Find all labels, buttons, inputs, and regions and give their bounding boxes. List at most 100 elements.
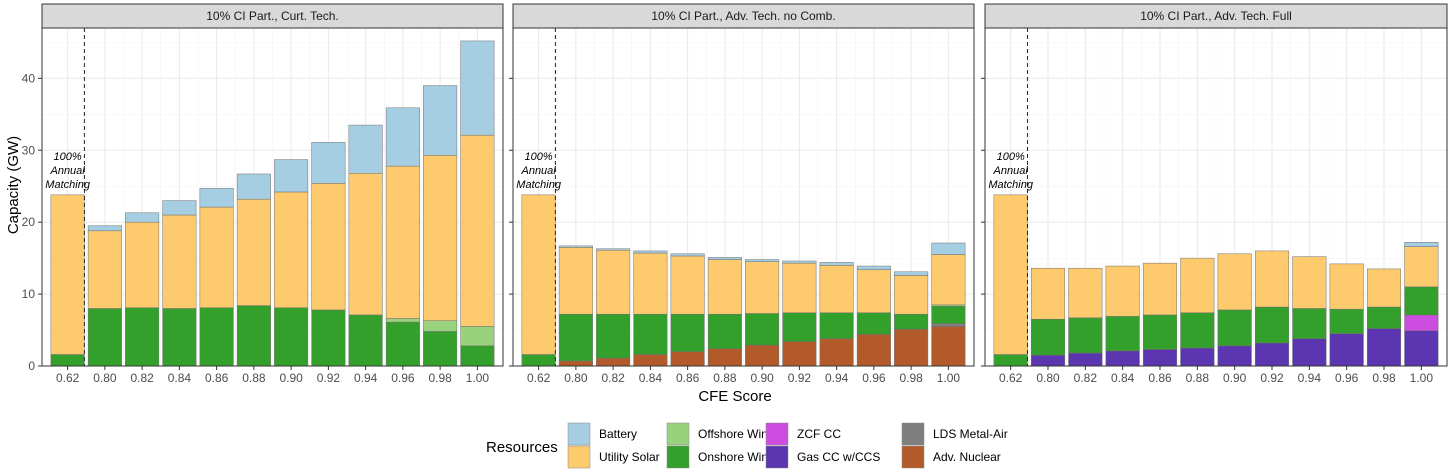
x-tick-label: 0.86 xyxy=(205,371,229,385)
bar-segment-adv-nuclear xyxy=(782,341,817,367)
bar-segment-onshore-wind xyxy=(125,307,160,367)
bar-segment-utility-solar xyxy=(521,194,556,355)
bar-segment-adv-nuclear xyxy=(745,344,780,367)
bar-segment-battery xyxy=(423,85,458,156)
bar-segment-onshore-wind xyxy=(1217,309,1252,347)
x-tick-label: 0.96 xyxy=(391,371,415,385)
x-tick-label: 0.62 xyxy=(999,371,1023,385)
bar-segment-utility-solar xyxy=(931,254,966,306)
facet-panel-3: 10% CI Part., Adv. Tech. Full 100% Annual M… xyxy=(981,3,1448,385)
legend-key xyxy=(765,422,789,446)
bar-segment-battery xyxy=(162,200,197,216)
x-tick-label: 0.90 xyxy=(750,371,774,385)
bar-segment-onshore-wind xyxy=(782,312,817,342)
bar-segment-offshore-wind xyxy=(423,320,458,332)
legend-key xyxy=(567,422,591,446)
legend-key xyxy=(901,422,925,446)
bar-segment-utility-solar xyxy=(236,198,271,306)
bar-segment-onshore-wind xyxy=(1329,308,1364,334)
bar-segment-battery xyxy=(125,212,160,223)
legend-key xyxy=(567,445,591,469)
bar-segment-gas-cc-w-ccs xyxy=(1217,345,1252,367)
bar-segment-onshore-wind xyxy=(460,345,495,367)
legend-label: Utility Solar xyxy=(599,450,660,464)
annotation-label: Matching xyxy=(45,179,91,191)
bar-segment-utility-solar xyxy=(558,247,593,315)
bar-segment-utility-solar xyxy=(1030,267,1066,320)
bar-segment-utility-solar xyxy=(894,275,929,315)
legend-label: Gas CC w/CCS xyxy=(797,450,880,464)
legend-title: Resources xyxy=(486,439,558,456)
y-tick-label: 10 xyxy=(22,287,36,301)
bar-segment-battery xyxy=(311,142,346,184)
bar-segment-utility-solar xyxy=(1142,262,1178,316)
x-tick-label: 0.62 xyxy=(56,371,80,385)
bar-segment-gas-cc-w-ccs xyxy=(1030,354,1066,367)
bar-segment-battery xyxy=(274,159,309,193)
bar-segment-utility-solar xyxy=(199,206,234,308)
bar-segment-adv-nuclear xyxy=(856,334,891,367)
bar-segment-utility-solar xyxy=(1068,267,1103,319)
annotation-label: Matching xyxy=(988,179,1034,191)
bar-segment-utility-solar xyxy=(1254,250,1290,308)
x-tick-label: 0.88 xyxy=(242,371,266,385)
x-tick-label: 0.96 xyxy=(1335,371,1359,385)
bar-segment-adv-nuclear xyxy=(558,360,593,367)
bar-segment-gas-cc-w-ccs xyxy=(1254,342,1290,367)
panel-border xyxy=(512,27,975,367)
x-tick-label: 0.88 xyxy=(1186,371,1210,385)
bar-segment-onshore-wind xyxy=(311,309,346,367)
bar-segment-utility-solar xyxy=(162,214,197,309)
bar-segment-battery xyxy=(819,262,854,266)
x-tick-label: 0.84 xyxy=(639,371,663,385)
bar-segment-battery xyxy=(596,248,631,251)
x-tick-label: 0.84 xyxy=(168,371,192,385)
bar-segment-battery xyxy=(707,257,742,260)
x-tick-label: 0.82 xyxy=(1074,371,1098,385)
x-tick-label: 0.96 xyxy=(862,371,886,385)
bar-segment-onshore-wind xyxy=(199,307,234,367)
bar-segment-onshore-wind xyxy=(385,321,420,367)
bar-segment-onshore-wind xyxy=(348,314,383,367)
bar-segment-utility-solar xyxy=(707,259,742,315)
x-tick-label: 0.92 xyxy=(788,371,812,385)
bar-segment-utility-solar xyxy=(87,230,122,309)
x-tick-label: 0.86 xyxy=(676,371,700,385)
bar-segment-battery xyxy=(1404,242,1439,247)
x-tick-label: 0.90 xyxy=(1223,371,1247,385)
bar-segment-utility-solar xyxy=(633,252,668,315)
legend-key xyxy=(765,445,789,469)
annotation-label: 100% xyxy=(54,151,82,163)
bar-segment-onshore-wind xyxy=(1366,306,1402,329)
y-tick-label: 0 xyxy=(28,359,35,373)
bar-segment-utility-solar xyxy=(1217,253,1252,311)
panel-border xyxy=(984,27,1448,367)
x-tick-label: 1.00 xyxy=(937,371,961,385)
bar-segment-battery xyxy=(199,188,234,208)
bar-segment-utility-solar xyxy=(596,249,631,315)
facet-panel-2: 10% CI Part., Adv. Tech. no Comb. 100% Ann… xyxy=(509,3,975,385)
bar-segment-battery xyxy=(460,40,495,136)
bar-segment-battery xyxy=(385,107,420,167)
facet-strip-label: 10% CI Part., Adv. Tech. Full xyxy=(1140,9,1292,23)
x-tick-label: 1.00 xyxy=(1410,371,1434,385)
bar-segment-gas-cc-w-ccs xyxy=(1105,350,1140,367)
facet-strip-label: 10% CI Part., Adv. Tech. no Comb. xyxy=(651,9,835,23)
bar-segment-utility-solar xyxy=(460,134,495,327)
bar-segment-utility-solar xyxy=(50,194,85,355)
bar-segment-onshore-wind xyxy=(50,354,85,367)
facet-panels: 10% CI Part., Curt. Tech. 100% Annual Match… xyxy=(22,3,1448,385)
panel-border xyxy=(41,27,504,367)
bar-segment-onshore-wind xyxy=(1068,317,1103,354)
bar-segment-onshore-wind xyxy=(894,313,929,330)
facet-strip-label: 10% CI Part., Curt. Tech. xyxy=(206,9,339,23)
bar-segment-onshore-wind xyxy=(1105,316,1140,352)
legend-key xyxy=(666,445,690,469)
bar-segment-utility-solar xyxy=(385,165,420,319)
bar-segment-onshore-wind xyxy=(707,313,742,349)
bar-segment-gas-cc-w-ccs xyxy=(1366,328,1402,367)
x-tick-label: 0.90 xyxy=(279,371,303,385)
x-tick-label: 0.80 xyxy=(93,371,117,385)
x-tick-label: 0.94 xyxy=(354,371,378,385)
